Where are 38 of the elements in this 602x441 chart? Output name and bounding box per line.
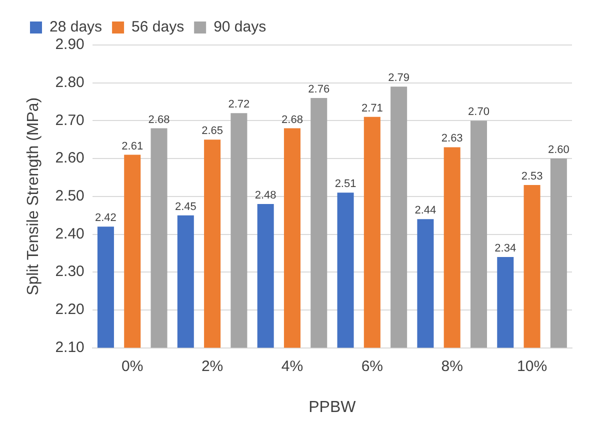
- y-tick-label: 2.70: [55, 112, 84, 129]
- y-tick-label: 2.60: [55, 150, 84, 167]
- data-label: 2.34: [494, 242, 516, 254]
- data-label: 2.51: [334, 178, 356, 190]
- data-label: 2.60: [548, 144, 570, 156]
- data-label: 2.76: [308, 84, 330, 96]
- x-axis-title: PPBW: [308, 398, 357, 416]
- data-label: 2.65: [202, 125, 224, 138]
- y-axis-title: Split Tensile Strength (MPa): [25, 97, 42, 296]
- x-tick-label: 6%: [361, 358, 384, 375]
- data-label: 2.71: [361, 102, 383, 114]
- data-label: 2.72: [228, 98, 250, 111]
- data-label: 2.70: [468, 106, 490, 118]
- legend-label: 90 days: [214, 18, 266, 36]
- x-tick-label: 2%: [201, 358, 224, 375]
- legend-label: 56 days: [132, 18, 184, 36]
- x-tick-label: 4%: [281, 358, 304, 375]
- y-tick-label: 2.40: [55, 225, 84, 242]
- y-tick-label: 2.10: [55, 338, 84, 356]
- data-label: 2.61: [122, 140, 144, 152]
- x-tick-label: 10%: [517, 358, 548, 375]
- data-label: 2.42: [95, 212, 116, 224]
- x-tick-label: 0%: [122, 358, 144, 375]
- y-tick-label: 2.50: [55, 188, 84, 205]
- data-label: 2.44: [414, 204, 436, 217]
- y-tick-label: 2.20: [55, 301, 84, 318]
- y-tick-label: 2.90: [55, 36, 84, 54]
- data-label: 2.48: [254, 190, 276, 202]
- data-label: 2.63: [441, 132, 463, 145]
- data-label: 2.53: [521, 170, 543, 183]
- data-label: 2.68: [148, 114, 170, 126]
- x-tick-label: 8%: [441, 358, 463, 375]
- y-tick-label: 2.30: [55, 263, 84, 280]
- data-label: 2.79: [388, 72, 410, 84]
- data-label: 2.45: [174, 200, 196, 213]
- data-label: 2.68: [282, 114, 303, 126]
- legend-label: 28 days: [50, 18, 102, 36]
- y-tick-label: 2.80: [55, 74, 84, 91]
